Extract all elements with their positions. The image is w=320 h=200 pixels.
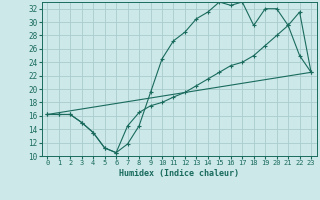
X-axis label: Humidex (Indice chaleur): Humidex (Indice chaleur) xyxy=(119,169,239,178)
